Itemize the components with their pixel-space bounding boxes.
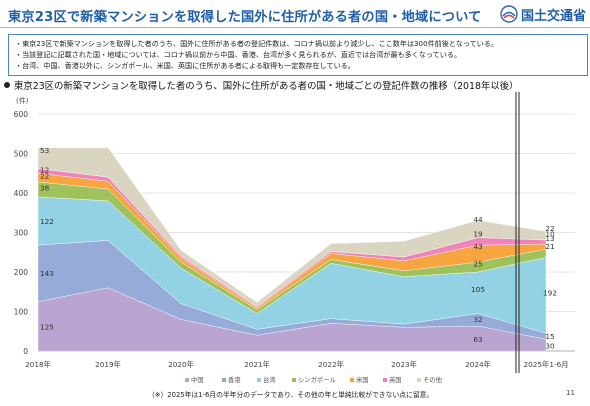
x-tick-label: 2024年 bbox=[465, 360, 491, 369]
chart-axis: 0 100 200 300 400 500 600 (件) 2018年 2019年 2020年 202… bbox=[14, 92, 569, 373]
data-label: 22 bbox=[545, 224, 554, 233]
chart-areas bbox=[37, 147, 547, 352]
x-tick-label: 2023年 bbox=[391, 360, 417, 369]
data-label: 13 bbox=[545, 234, 555, 243]
y-tick-label: 600 bbox=[14, 110, 29, 119]
x-tick-label: 2025年1-6月 bbox=[523, 360, 568, 369]
data-label: 63 bbox=[473, 335, 483, 344]
legend-swatch bbox=[350, 378, 354, 382]
data-label: 143 bbox=[40, 269, 54, 278]
data-label: 122 bbox=[40, 217, 54, 226]
bullet-icon bbox=[4, 82, 10, 88]
data-label: 38 bbox=[40, 183, 50, 192]
chart-data-labels: 5312223812214312544194325105326322101321… bbox=[40, 146, 557, 351]
chart-heading: 東京23区の新築マンションを取得した者のうち、国外に住所がある者の国・地域ごとの… bbox=[4, 78, 518, 92]
data-label: 44 bbox=[473, 215, 483, 224]
ministry-emblem-icon bbox=[500, 5, 518, 23]
page-number: 11 bbox=[566, 389, 575, 397]
data-label: 25 bbox=[473, 260, 482, 269]
series-area bbox=[37, 147, 547, 307]
legend-swatch bbox=[292, 378, 296, 382]
legend-label: シンガポール bbox=[298, 375, 336, 384]
y-tick-label: 0 bbox=[23, 347, 28, 356]
data-label: 10 bbox=[545, 230, 555, 239]
legend-label: その他 bbox=[423, 375, 443, 384]
y-tick-label: 100 bbox=[14, 308, 29, 317]
legend-swatch bbox=[383, 378, 387, 382]
data-label: 21 bbox=[545, 242, 554, 251]
page-title: 東京23区で新築マンションを取得した国外に住所がある者の国・地域について bbox=[8, 10, 482, 25]
x-tick-label: 2022年 bbox=[318, 360, 344, 369]
data-label: 43 bbox=[473, 242, 483, 251]
chart-heading-text: 東京23区の新築マンションを取得した者のうち、国外に住所がある者の国・地域ごとの… bbox=[14, 81, 519, 92]
data-label: 30 bbox=[545, 341, 555, 350]
legend-swatch bbox=[257, 378, 261, 382]
data-label: 105 bbox=[471, 285, 485, 294]
chart-legend: 中国 香港 台湾 シンガポール 米国 英国 その他 bbox=[185, 375, 443, 384]
legend-swatch bbox=[222, 378, 226, 382]
legend-label: 英国 bbox=[389, 375, 402, 384]
data-label: 15 bbox=[545, 332, 554, 341]
summary-note: ・東京23区で新築マンションを取得した者のうち、国外に住所がある者の登記件数は、… bbox=[15, 39, 498, 48]
y-tick-label: 300 bbox=[14, 229, 29, 238]
summary-note: ・当該登記に記載された国・地域については、コロナ禍以前から中国、香港、台湾が多く… bbox=[15, 50, 462, 60]
y-tick-label: 200 bbox=[14, 268, 29, 277]
legend-swatch bbox=[417, 378, 421, 382]
data-label: 32 bbox=[473, 315, 482, 324]
data-label: 125 bbox=[40, 323, 54, 332]
legend-label: 中国 bbox=[191, 375, 204, 384]
y-axis-unit: (件) bbox=[16, 96, 29, 105]
data-label: 12 bbox=[40, 165, 49, 174]
ministry-logo: 国土交通省 bbox=[500, 4, 586, 26]
legend-label: 台湾 bbox=[263, 375, 276, 384]
legend-label: 米国 bbox=[356, 375, 369, 384]
summary-box: ・東京23区で新築マンションを取得した者のうち、国外に住所がある者の登記件数は、… bbox=[8, 34, 588, 76]
legend-label: 香港 bbox=[228, 375, 241, 384]
footnote: （※）2025年は1-6月の半年分のデータであり、その他の年と単純比較ができない… bbox=[148, 391, 434, 399]
stacked-area-chart: 0 100 200 300 400 500 600 (件) 2018年 2019年 2020年 202… bbox=[14, 92, 575, 384]
logo-text: 国土交通省 bbox=[521, 9, 587, 24]
x-tick-label: 2021年 bbox=[244, 360, 270, 369]
x-tick-label: 2018年 bbox=[25, 360, 51, 369]
y-tick-label: 500 bbox=[14, 150, 29, 159]
header-rule bbox=[0, 27, 590, 28]
data-label: 53 bbox=[40, 146, 50, 155]
y-tick-label: 400 bbox=[14, 189, 29, 198]
data-label: 192 bbox=[543, 289, 557, 298]
legend-swatch bbox=[185, 378, 189, 382]
summary-note: ・台湾、中国、香港以外に、シンガポール、米国、英国に住所がある者による取得も一定… bbox=[15, 61, 355, 71]
data-label: 19 bbox=[473, 229, 483, 238]
x-tick-label: 2020年 bbox=[168, 360, 194, 369]
data-label: 22 bbox=[40, 172, 49, 181]
x-tick-label: 2019年 bbox=[95, 360, 121, 369]
